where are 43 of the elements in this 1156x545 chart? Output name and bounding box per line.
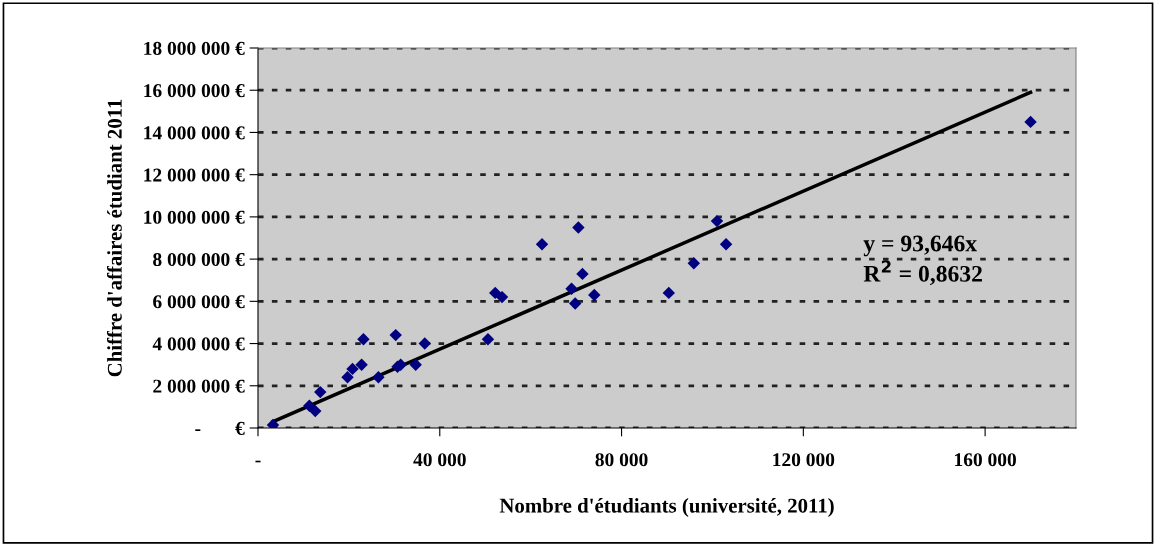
y-tick-label: 4 000 000 € (152, 337, 245, 351)
x-tick-label: - (255, 460, 261, 463)
y-tick-label: 12 000 000 € (144, 168, 245, 182)
point (662, 286, 676, 300)
point (355, 358, 368, 371)
y-tick-label: 18 000 000 € (144, 41, 245, 55)
annotation: y = 93,646x (863, 235, 977, 257)
point (576, 267, 589, 281)
point (418, 337, 431, 350)
x-tick-label: 120 000 (773, 453, 835, 467)
point (495, 290, 509, 304)
point (572, 221, 585, 234)
point (588, 288, 601, 302)
x-axis-title: Nombre d'étudiants (université, 2011) (499, 498, 834, 517)
point (372, 371, 385, 384)
annotation: R$^{2}$ = 0,8632 (863, 260, 982, 286)
point (389, 328, 402, 342)
point (710, 214, 724, 228)
point (481, 333, 495, 346)
point (1024, 115, 1037, 129)
point (409, 358, 422, 371)
y-tick-label: - € (195, 421, 245, 435)
point (687, 257, 701, 270)
x-tick-label: 80 000 (595, 453, 648, 467)
point (314, 385, 327, 399)
y-tick-label: 10 000 000 € (144, 210, 245, 224)
point (719, 238, 733, 251)
y-tick-label: 16 000 000 € (144, 84, 245, 98)
y-tick-label: 6 000 000 € (153, 295, 245, 309)
y-tick-label: 14 000 000 € (144, 126, 245, 140)
y-tick-label: 2 000 000 € (153, 379, 245, 393)
point (568, 297, 582, 310)
point (341, 371, 354, 384)
point (565, 282, 578, 295)
point (535, 238, 549, 251)
point (303, 399, 316, 413)
x-tick-label: 40 000 (413, 453, 466, 467)
y-axis-title: Chiffre d'affaires étudiant 2011 (106, 99, 122, 377)
point (357, 333, 370, 346)
point (309, 404, 322, 418)
x-tick-label: 160 000 (955, 453, 1016, 467)
point (346, 362, 359, 376)
y-tick-label: 8 000 000 € (153, 252, 245, 267)
